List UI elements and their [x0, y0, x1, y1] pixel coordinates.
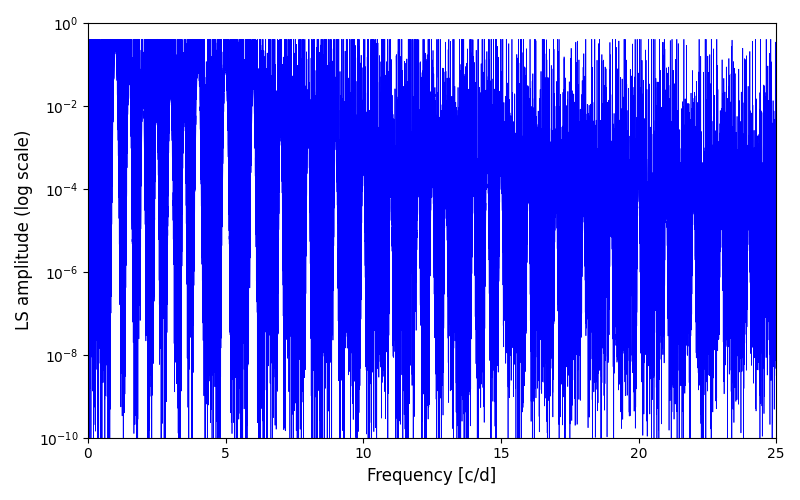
- X-axis label: Frequency [c/d]: Frequency [c/d]: [367, 467, 497, 485]
- Y-axis label: LS amplitude (log scale): LS amplitude (log scale): [15, 130, 33, 330]
